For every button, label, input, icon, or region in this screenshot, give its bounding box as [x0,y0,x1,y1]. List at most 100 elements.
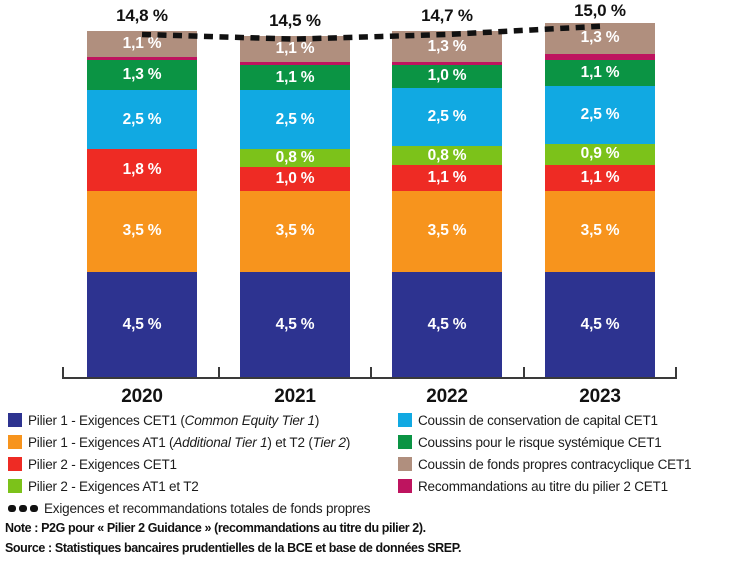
bar-segment [87,57,197,61]
legend-color-swatch [398,479,412,493]
segment-value-label: 1,1 % [275,39,315,57]
total-value-label: 14,8 % [116,6,168,26]
legend-item: Coussins pour le risque systémique CET1 [398,431,691,453]
bar-segment: 0,8 % [392,146,502,165]
segment-value-label: 1,3 % [427,37,467,55]
segment-value-label: 2,5 % [275,110,315,128]
segment-value-label: 3,5 % [275,222,315,240]
segment-value-label: 1,0 % [275,169,315,187]
x-axis-year-label: 2023 [579,386,621,407]
bar-segment: 1,1 % [240,64,350,91]
bar-segment: 4,5 % [545,272,655,377]
legend-label: Pilier 1 - Exigences CET1 (Common Equity… [28,412,320,428]
segment-value-label: 4,5 % [122,315,162,333]
legend-item: Exigences et recommandations totales de … [8,497,371,519]
bar-segment [392,61,502,65]
segment-value-label: 1,1 % [275,68,315,86]
source-text: Source : Statistiques bancaires prudenti… [5,541,462,555]
segment-value-label: 1,1 % [122,35,162,53]
segment-value-label: 0,8 % [427,146,467,164]
segment-value-label: 3,5 % [122,222,162,240]
legend-label: Exigences et recommandations totales de … [44,500,371,516]
bar-segment: 0,8 % [240,148,350,168]
legend-label: Coussin de fonds propres contracyclique … [418,456,692,472]
bar-segment: 4,5 % [87,272,197,377]
segment-value-label: 0,8 % [275,148,315,166]
bar-segment [545,53,655,61]
legend-label: Pilier 2 - Exigences AT1 et T2 [28,478,199,494]
x-axis-year-label: 2020 [121,386,163,407]
x-axis-tick [522,367,525,377]
segment-value-label: 2,5 % [427,108,467,126]
segment-value-label: 1,3 % [580,29,620,47]
segment-value-label: 4,5 % [275,315,315,333]
segment-value-label: 3,5 % [580,222,620,240]
bar-segment: 3,5 % [240,190,350,273]
bar-segment: 3,5 % [392,190,502,273]
segment-value-label: 4,5 % [427,315,467,333]
legend-label: Recommandations au titre du pilier 2 CET… [418,478,668,494]
bar-segment [240,61,350,65]
legend-color-swatch [8,435,22,449]
legend-color-swatch [398,435,412,449]
legend-item: Pilier 1 - Exigences CET1 (Common Equity… [8,409,370,431]
segment-value-label: 1,8 % [122,160,162,178]
legend-item: Coussin de fonds propres contracyclique … [398,453,692,475]
bar-segment: 2,5 % [87,90,197,149]
dashed-line-legend-icon [8,504,38,512]
bar-segment: 1,0 % [392,64,502,89]
bar-segment: 0,9 % [545,144,655,165]
legend-item: Coussin de conservation de capital CET1 [398,409,691,431]
legend-label: Coussins pour le risque systémique CET1 [418,434,662,450]
bar-segment: 2,5 % [392,88,502,147]
bar-segment: 1,3 % [87,60,197,91]
legend-label: Pilier 1 - Exigences AT1 (Additional Tie… [28,434,351,450]
segment-value-label: 1,1 % [427,168,467,186]
x-axis-tick [217,367,220,377]
legend-color-swatch [8,479,22,493]
segment-value-label: 0,9 % [580,145,620,163]
segment-value-label: 1,1 % [580,63,620,81]
legend-label: Pilier 2 - Exigences CET1 [28,456,177,472]
legend-label: Coussin de conservation de capital CET1 [418,412,658,428]
x-axis-year-label: 2022 [426,386,468,407]
bar-segment: 1,8 % [87,148,197,191]
bar-segment: 4,5 % [240,272,350,377]
legend-color-swatch [8,413,22,427]
note-text: Note : P2G pour « Pilier 2 Guidance » (r… [5,521,426,535]
bar-segment: 1,1 % [545,164,655,191]
legend-item: Pilier 2 - Exigences CET1 [8,453,370,475]
bar-segment: 1,1 % [392,164,502,191]
total-value-label: 14,7 % [421,6,473,26]
legend-column-right: Coussin de conservation de capital CET1 C… [398,409,692,497]
legend-color-swatch [398,457,412,471]
segment-value-label: 2,5 % [122,110,162,128]
bar-segment: 1,3 % [545,23,655,54]
segment-value-label: 1,3 % [122,66,162,84]
bar-segment: 2,5 % [545,85,655,144]
legend-item: Recommandations au titre du pilier 2 CET… [398,475,691,497]
segment-value-label: 1,0 % [427,67,467,85]
segment-value-label: 4,5 % [580,315,620,333]
bar-segment: 3,5 % [87,190,197,273]
x-axis-tick [675,367,677,377]
legend-item: Pilier 1 - Exigences AT1 (Additional Tie… [8,431,370,453]
bar-segment: 2,5 % [240,90,350,149]
legend-column-left: Pilier 1 - Exigences CET1 (Common Equity… [8,409,371,519]
x-axis-year-label: 2021 [274,386,316,407]
legend-color-swatch [8,457,22,471]
bar-segment: 3,5 % [545,190,655,273]
segment-value-label: 1,1 % [580,168,620,186]
x-axis-tick [62,367,64,377]
segment-value-label: 3,5 % [427,222,467,240]
x-axis-line [62,377,677,379]
x-axis-tick [370,367,372,377]
bar-segment: 1,0 % [240,167,350,191]
legend-color-swatch [398,413,412,427]
segment-value-label: 2,5 % [580,105,620,123]
total-value-label: 14,5 % [269,11,321,31]
bar-segment: 4,5 % [392,272,502,377]
bar-segment: 1,1 % [545,60,655,86]
